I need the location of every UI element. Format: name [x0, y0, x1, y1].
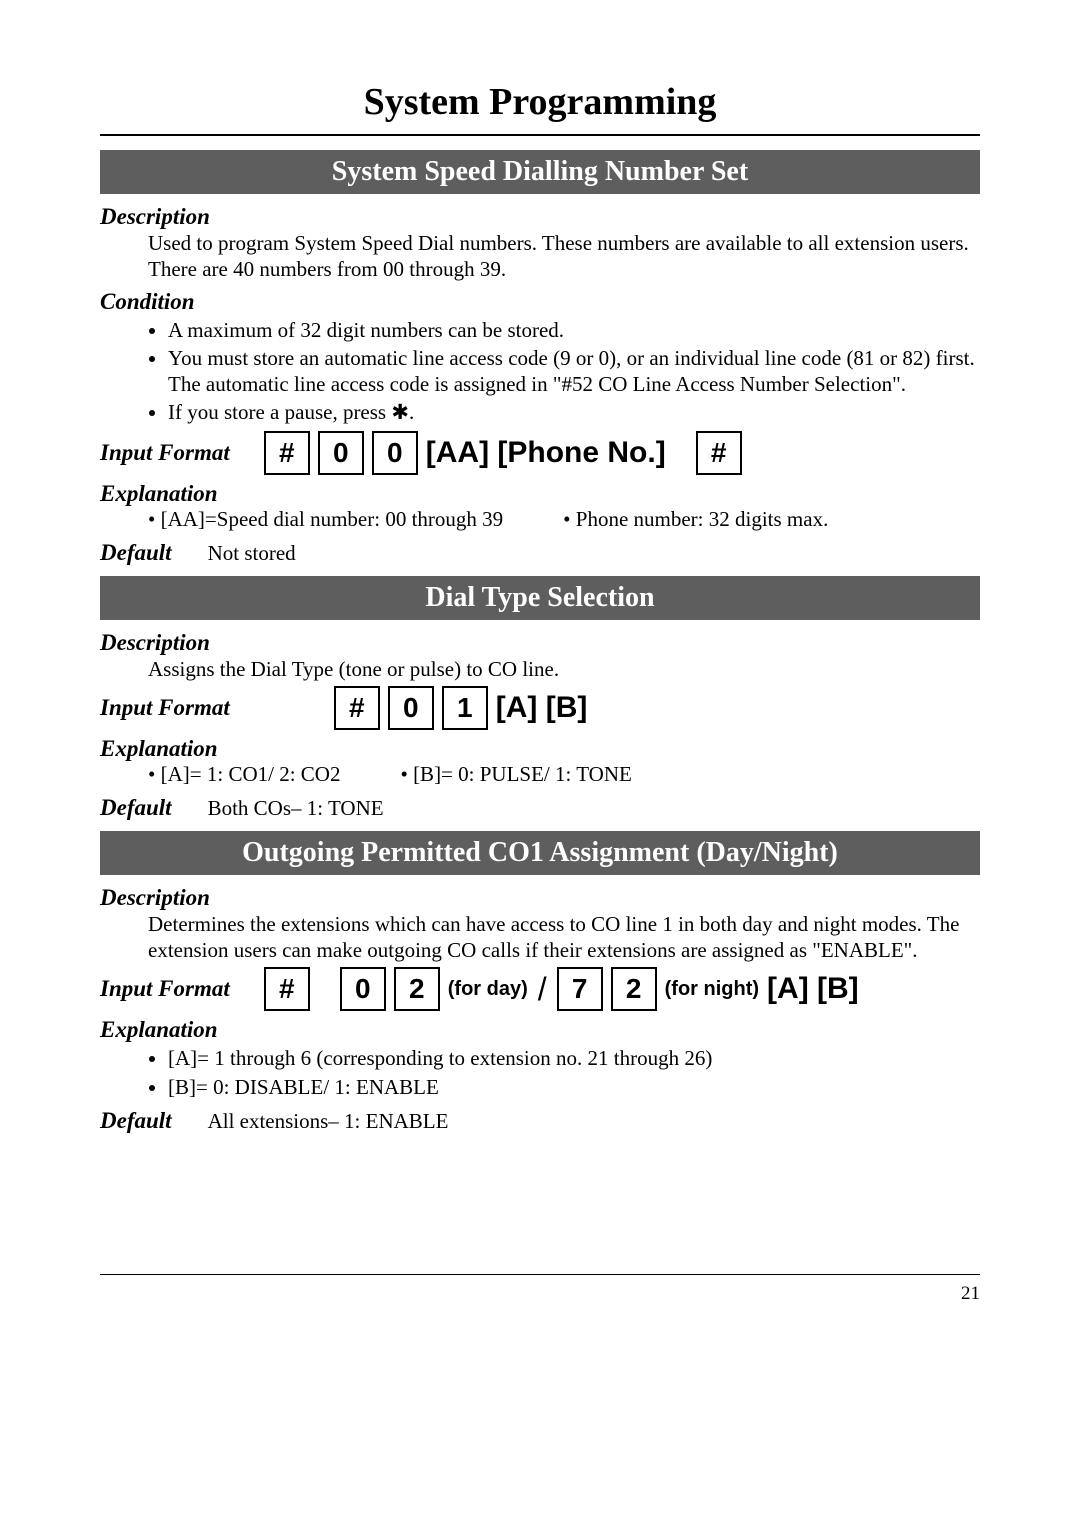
banner-speed-dial: System Speed Dialling Number Set [100, 150, 980, 194]
s2-expl-a: [A]= 1: CO1/ 2: CO2 [148, 762, 340, 787]
key-0: 0 [318, 431, 364, 475]
s3-description: Determines the extensions which can have… [148, 911, 980, 964]
key-0: 0 [372, 431, 418, 475]
s1-default-row: Default Not stored [100, 540, 980, 566]
s1-default: Not stored [208, 541, 296, 566]
s1-description: Used to program System Speed Dial number… [148, 230, 980, 283]
s1-cond-2: You must store an automatic line access … [168, 345, 980, 398]
page-title: System Programming [100, 80, 980, 124]
s3-keys: # 0 2 (for day) / 7 2 (for night) [A] [B… [264, 967, 859, 1011]
s1-conditions: A maximum of 32 digit numbers can be sto… [148, 317, 980, 427]
key-0: 0 [340, 967, 386, 1011]
label-input-format: Input Format [100, 976, 230, 1002]
key-placeholder: [AA] [Phone No.] [426, 436, 666, 470]
s3-explanation: [A]= 1 through 6 (corresponding to exten… [148, 1045, 980, 1100]
s1-input-row: Input Format # 0 0 [AA] [Phone No.] # [100, 431, 980, 475]
s2-default: Both COs– 1: TONE [208, 796, 384, 821]
banner-dial-type: Dial Type Selection [100, 576, 980, 620]
label-description: Description [100, 204, 980, 230]
s3-default: All extensions– 1: ENABLE [208, 1109, 449, 1134]
s1-cond-1: A maximum of 32 digit numbers can be sto… [168, 317, 980, 343]
key-2: 2 [611, 967, 657, 1011]
banner-outgoing-co1: Outgoing Permitted CO1 Assignment (Day/N… [100, 831, 980, 875]
key-hash: # [264, 967, 310, 1011]
key-hash: # [696, 431, 742, 475]
key-placeholder: [A] [B] [496, 691, 588, 725]
s1-explanation: [AA]=Speed dial number: 00 through 39 Ph… [148, 507, 980, 532]
key-0: 0 [388, 686, 434, 730]
key-2: 2 [394, 967, 440, 1011]
label-explanation: Explanation [100, 736, 980, 762]
s3-default-row: Default All extensions– 1: ENABLE [100, 1108, 980, 1134]
title-rule [100, 134, 980, 136]
label-default: Default [100, 540, 172, 566]
s2-explanation: [A]= 1: CO1/ 2: CO2 [B]= 0: PULSE/ 1: TO… [148, 762, 980, 787]
s2-description: Assigns the Dial Type (tone or pulse) to… [148, 656, 980, 682]
label-description: Description [100, 885, 980, 911]
star-icon: ✱ [391, 401, 409, 424]
s3-input-row: Input Format # 0 2 (for day) / 7 2 (for … [100, 967, 980, 1011]
label-input-format: Input Format [100, 695, 230, 721]
s2-input-row: Input Format # 0 1 [A] [B] [100, 686, 980, 730]
s3-expl-b: [B]= 0: DISABLE/ 1: ENABLE [168, 1074, 980, 1100]
key-hash: # [264, 431, 310, 475]
label-default: Default [100, 795, 172, 821]
s1-cond-3-text: If you store a pause, press [168, 400, 386, 424]
label-default: Default [100, 1108, 172, 1134]
s1-expl-a: [AA]=Speed dial number: 00 through 39 [148, 507, 503, 532]
label-explanation: Explanation [100, 481, 980, 507]
label-explanation: Explanation [100, 1017, 980, 1043]
key-night-label: (for night) [665, 978, 759, 1001]
s2-keys: # 0 1 [A] [B] [334, 686, 588, 730]
page-container: System Programming System Speed Dialling… [0, 0, 1080, 1345]
key-1: 1 [442, 686, 488, 730]
s1-cond-3-period: . [409, 400, 414, 424]
label-condition: Condition [100, 289, 980, 315]
key-hash: # [334, 686, 380, 730]
key-slash: / [536, 971, 549, 1008]
s1-expl-b: Phone number: 32 digits max. [563, 507, 828, 532]
page-number: 21 [100, 1283, 980, 1305]
label-input-format: Input Format [100, 440, 230, 466]
s1-keys: # 0 0 [AA] [Phone No.] # [264, 431, 742, 475]
label-description: Description [100, 630, 980, 656]
s1-cond-3: If you store a pause, press ✱. [168, 399, 980, 426]
footer-rule [100, 1274, 980, 1275]
key-placeholder: [A] [B] [767, 972, 859, 1006]
key-7: 7 [557, 967, 603, 1011]
s2-expl-b: [B]= 0: PULSE/ 1: TONE [400, 762, 631, 787]
s2-default-row: Default Both COs– 1: TONE [100, 795, 980, 821]
key-day-label: (for day) [448, 978, 528, 1001]
s3-expl-a: [A]= 1 through 6 (corresponding to exten… [168, 1045, 980, 1071]
